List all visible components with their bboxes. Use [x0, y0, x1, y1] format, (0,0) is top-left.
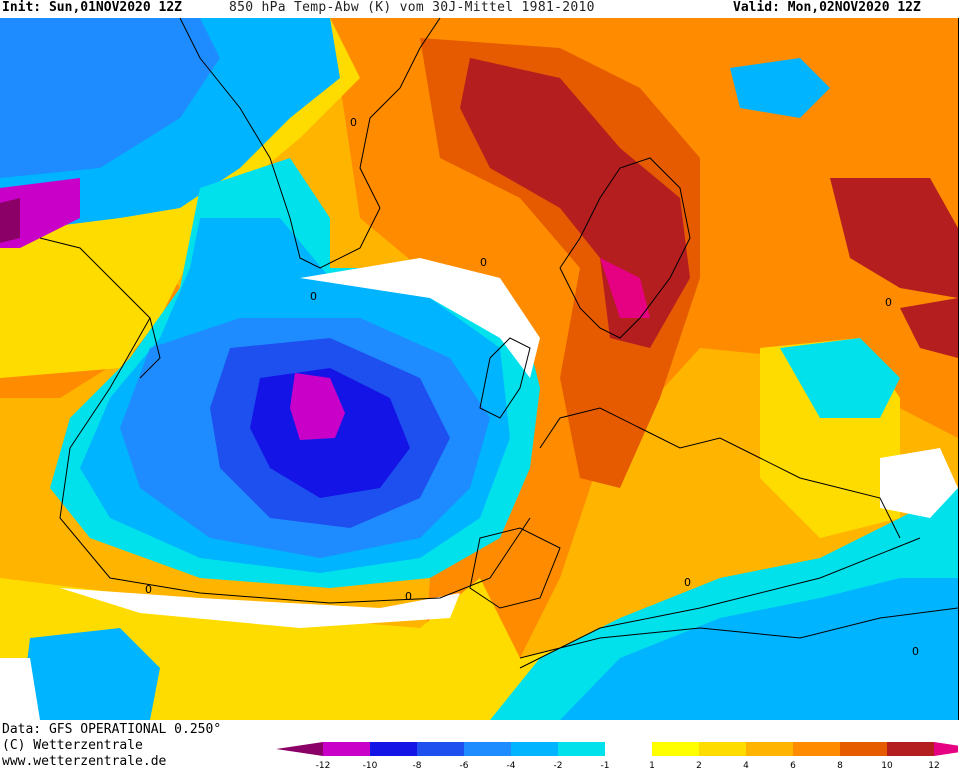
color-legend: -12 -10 -8 -6 -4 -2 -1 1 2 4 6 8 10 12: [276, 742, 958, 771]
zero-contour-mediterranean: [519, 537, 921, 669]
copyright: (C) Wetterzentrale: [2, 738, 143, 753]
legend-tick-label: 2: [696, 761, 702, 771]
legend-tick-label: -4: [507, 761, 516, 771]
legend-tick-label: -2: [554, 761, 563, 771]
website-url: www.wetterzentrale.de: [2, 754, 167, 769]
legend-swatch: [417, 742, 464, 756]
header-bar: Init: Sun,01NOV2020 12Z 850 hPa Temp-Abw…: [0, 0, 964, 18]
legend-swatch: [934, 742, 958, 756]
magenta-spot-sweden: [600, 258, 650, 318]
legend-swatch: [793, 742, 840, 756]
contour-label: 0: [145, 583, 152, 596]
legend-tick-label: -12: [316, 761, 331, 771]
contour-label: 0: [912, 645, 919, 658]
cold-zone-black-sea: [780, 338, 900, 418]
legend-swatch: [511, 742, 558, 756]
purple-spot-canada: [0, 198, 20, 243]
legend-tick-label: 4: [743, 761, 749, 771]
legend-tick-label: -6: [460, 761, 469, 771]
legend-swatch: [370, 742, 417, 756]
legend-swatch: [464, 742, 511, 756]
coastlines: [39, 18, 958, 659]
coastline-britain: [479, 337, 531, 419]
red-zone-russia: [830, 178, 958, 298]
contour-label: 0: [885, 296, 892, 309]
cold-zone-southwest: [20, 628, 160, 720]
coastline-iberia: [469, 527, 561, 609]
legend-swatch: [746, 742, 793, 756]
legend-tick-label: -1: [601, 761, 610, 771]
red-zone-east: [900, 298, 958, 358]
neutral-zone-aegean: [880, 448, 958, 518]
neutral-zone-north-atlantic: [300, 258, 540, 378]
legend-tick-label: 8: [837, 761, 843, 771]
legend-swatches: [276, 742, 958, 756]
contour-labels: 0 0 0 0 0 0 0 0: [145, 116, 919, 658]
zero-contours: [59, 317, 921, 669]
cold-zone-canada-core: [0, 18, 220, 178]
legend-tick-label: 12: [928, 761, 939, 771]
legend-swatch: [887, 742, 934, 756]
neutral-zone-southwest: [0, 658, 40, 720]
legend-swatch: [652, 742, 699, 756]
coastline-scandinavia: [559, 157, 691, 339]
contour-label: 0: [405, 590, 412, 603]
legend-swatch: [840, 742, 887, 756]
map-canvas: 0 0 0 0 0 0 0 0: [0, 18, 958, 720]
coastline-europe: [539, 407, 901, 539]
zero-contour-atlantic: [59, 317, 531, 604]
legend-swatch: [558, 742, 605, 756]
map-title: 850 hPa Temp-Abw (K) vom 30J-Mittel 1981…: [229, 0, 595, 15]
temperature-anomaly-map: 0 0 0 0 0 0 0 0: [0, 18, 959, 720]
legend-swatch: [605, 742, 652, 756]
neutral-zone-azores: [60, 588, 460, 628]
legend-tick-label: -10: [363, 761, 378, 771]
legend-swatch: [276, 742, 323, 756]
contour-label: 0: [350, 116, 357, 129]
legend-tick-labels: -12 -10 -8 -6 -4 -2 -1 1 2 4 6 8 10 12: [316, 761, 940, 771]
legend-tick-label: 10: [881, 761, 893, 771]
valid-time: Valid: Mon,02NOV2020 12Z: [733, 0, 921, 15]
cold-zone-africa: [560, 578, 958, 720]
coastline-greenland: [179, 18, 441, 269]
contour-label: 0: [310, 290, 317, 303]
init-time: Init: Sun,01NOV2020 12Z: [2, 0, 183, 15]
cold-zone-arctic-east: [730, 58, 830, 118]
legend-swatch: [323, 742, 370, 756]
coastline-canada: [39, 237, 161, 379]
footer-bar: Data: GFS OPERATIONAL 0.250° (C) Wetterz…: [0, 720, 964, 774]
contour-label: 0: [684, 576, 691, 589]
magenta-zone-atlantic-low: [290, 373, 345, 440]
legend-tick-label: 1: [649, 761, 655, 771]
coastline-north-africa: [519, 607, 958, 659]
data-source: Data: GFS OPERATIONAL 0.250°: [2, 722, 222, 737]
legend-tick-label: 6: [790, 761, 796, 771]
legend-swatch: [699, 742, 746, 756]
legend-tick-label: -8: [413, 761, 422, 771]
contour-label: 0: [480, 256, 487, 269]
